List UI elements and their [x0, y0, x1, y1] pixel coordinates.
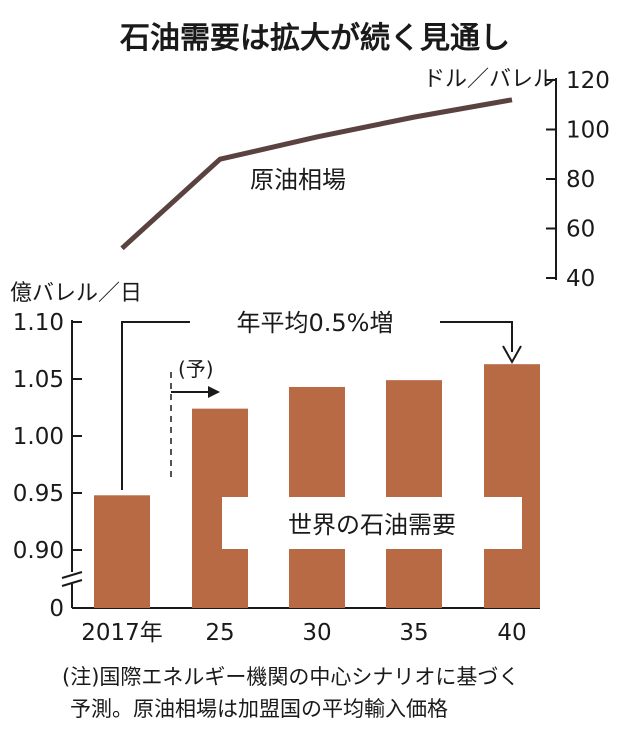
chart-title: 石油需要は拡大が続く見通し: [119, 21, 510, 56]
bar-y-tick-label: 1.10: [13, 310, 64, 336]
axis-break-mark: [61, 571, 84, 587]
bar-y-tick-label: 1.05: [13, 367, 64, 393]
line-y-tick-label: 100: [566, 118, 610, 144]
series-label-box: [222, 497, 522, 549]
bars: [94, 364, 540, 608]
x-tick-labels: 2017年 25 30 35 40: [81, 620, 526, 646]
x-tick-label: 25: [205, 620, 234, 646]
bar-chart: 億バレル／日 1.10 1.05 1.00 0.95 0.90 0 2017年 25 30 35…: [10, 281, 540, 646]
line-y-tick-label: 40: [566, 266, 595, 292]
line-y-tick-label: 120: [566, 68, 610, 94]
line-y-ticks: 120 100 80 60 40: [546, 68, 610, 292]
line-chart: ドル／バレル 120 100 80 60 40 原油相場: [120, 67, 610, 292]
footnote: (注)国際エネルギー機関の中心シナリオに基づく 予測。原油相場は加盟国の平均輸入…: [62, 665, 519, 721]
x-tick-label: 30: [302, 620, 331, 646]
x-tick-label: 35: [399, 620, 428, 646]
bar-y-ticks: 1.10 1.05 1.00 0.95 0.90 0: [13, 310, 82, 622]
bar: [94, 495, 150, 608]
line-y-unit: ドル／バレル: [423, 67, 555, 92]
x-tick-label: 2017年: [81, 620, 163, 646]
growth-annotation-text: 年平均0.5%増: [237, 309, 394, 337]
bar-y-tick-label: 0.95: [13, 481, 64, 507]
bar-y-tick-label: 1.00: [13, 424, 64, 450]
bar-series-label: 世界の石油需要: [288, 511, 456, 539]
price-line: [120, 97, 513, 251]
line-y-tick-label: 80: [566, 167, 595, 193]
forecast-marker: (予): [170, 357, 220, 478]
footnote-line-2: 予測。原油相場は加盟国の平均輸入価格: [70, 697, 448, 721]
bar-y-tick-label: 0.90: [13, 538, 64, 564]
line-y-tick-label: 60: [566, 217, 595, 243]
bar-y-tick-label: 0: [49, 596, 64, 622]
forecast-label: (予): [178, 357, 214, 381]
bar-y-unit: 億バレル／日: [10, 281, 142, 306]
x-tick-label: 40: [497, 620, 526, 646]
line-series-label: 原油相場: [250, 166, 346, 194]
bar: [484, 364, 540, 608]
bar: [386, 380, 442, 608]
footnote-line-1: (注)国際エネルギー機関の中心シナリオに基づく: [62, 665, 519, 689]
growth-annotation: 年平均0.5%増: [121, 309, 522, 490]
